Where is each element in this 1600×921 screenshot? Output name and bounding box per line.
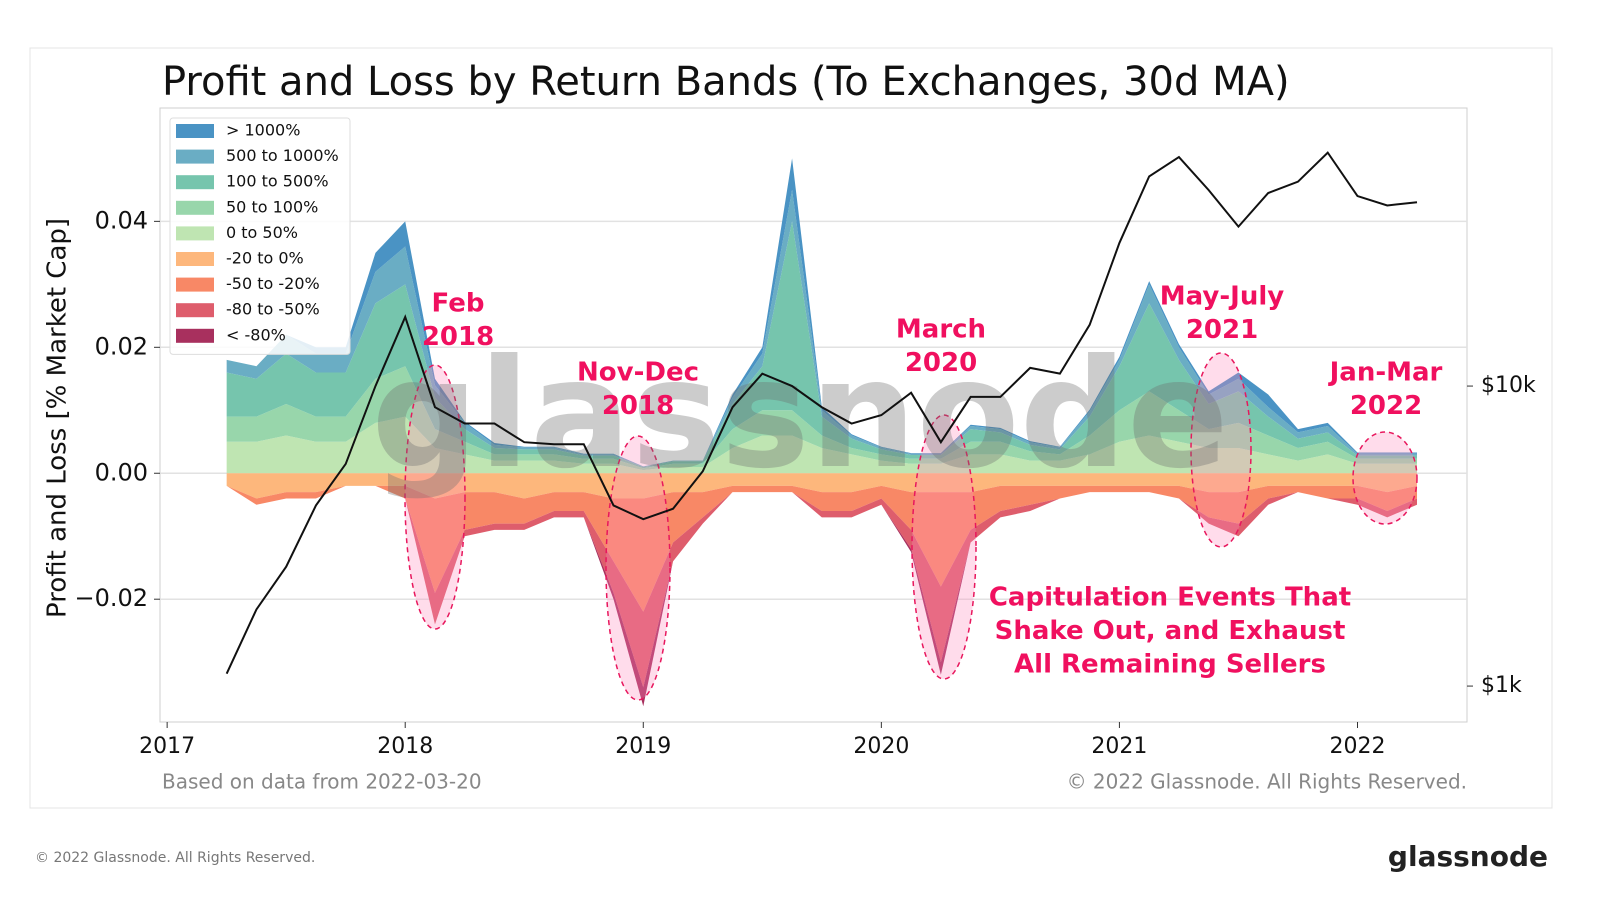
legend-label: -50 to -20%: [226, 274, 320, 293]
legend-swatch: [176, 303, 214, 318]
x-tick-label: 2020: [853, 734, 909, 759]
annotation: 2020: [905, 348, 977, 378]
chart-copyright: © 2022 Glassnode. All Rights Reserved.: [1067, 770, 1467, 794]
annotation: May-July: [1160, 282, 1284, 312]
y-tick-label: 0.04: [95, 206, 148, 234]
footer-logo: glassnode: [1388, 840, 1548, 873]
band-area: [226, 366, 1418, 471]
band-area: [226, 189, 1418, 467]
legend-swatch: [176, 175, 214, 190]
legend-label: -20 to 0%: [226, 249, 304, 268]
legend-label: 50 to 100%: [226, 197, 318, 216]
watermark: glassnode: [371, 328, 1229, 502]
highlight-ellipse: [911, 414, 977, 680]
x-tick-label: 2018: [377, 734, 433, 759]
annotation: Shake Out, and Exhaust: [995, 616, 1346, 646]
price-line: [225, 151, 1418, 675]
annotation: 2022: [1350, 391, 1422, 421]
highlight-ellipse: [1190, 352, 1252, 548]
legend-label: > 1000%: [226, 121, 300, 140]
highlight-ellipse: [1352, 431, 1418, 525]
legend-swatch: [176, 149, 214, 164]
annotation: Feb: [432, 289, 485, 319]
annotation: 2018: [422, 322, 494, 352]
legend-swatch: [176, 252, 214, 266]
y-tick-label: 0.00: [95, 458, 148, 486]
highlight-ellipse: [605, 435, 671, 701]
legend-label: 500 to 1000%: [226, 146, 339, 165]
legend-swatch: [176, 124, 214, 138]
legend-label: 100 to 500%: [226, 172, 329, 191]
legend-swatch: [176, 328, 214, 343]
chart-title: Profit and Loss by Return Bands (To Exch…: [162, 59, 1290, 105]
y-tick-label: 0.02: [95, 332, 148, 360]
x-tick-label: 2017: [139, 734, 195, 759]
annotation: Jan-Mar: [1328, 358, 1443, 388]
highlight-ellipse: [404, 364, 466, 630]
overlay: > 1000% 500 to 1000% 100 to 500% 50 to 100%…: [169, 117, 1443, 680]
legend-label: -80 to -50%: [226, 300, 320, 319]
annotation: 2021: [1186, 315, 1258, 345]
y2-tick-label: $1k: [1481, 673, 1522, 698]
legend-swatch: [176, 200, 214, 215]
x-tick-label: 2021: [1091, 734, 1147, 759]
band-area: [226, 416, 1418, 474]
annotation: 2018: [602, 391, 674, 421]
source-note: Based on data from 2022-03-20: [162, 770, 482, 794]
band-area: [226, 485, 1418, 612]
band-area: [226, 221, 1418, 469]
legend-box: [169, 117, 351, 355]
band-area: [226, 473, 1418, 499]
annotation: March: [896, 315, 986, 345]
legend-swatch: [176, 277, 214, 292]
footer-copyright: © 2022 Glassnode. All Rights Reserved.: [35, 850, 315, 866]
annotation: All Remaining Sellers: [1014, 650, 1326, 680]
legend-label: 0 to 50%: [226, 223, 298, 242]
areas: [226, 158, 1418, 707]
legend-swatch: [176, 226, 214, 241]
annotation: Capitulation Events That: [989, 583, 1351, 613]
highlights: [404, 352, 1418, 701]
x-tick-label: 2022: [1329, 734, 1385, 759]
annotation: Nov-Dec: [577, 358, 699, 388]
x-tick-label: 2019: [615, 734, 671, 759]
y-tick-label: −0.02: [74, 584, 148, 612]
y-axis-label: Profit and Loss [% Market Cap]: [43, 218, 73, 618]
y2-tick-label: $10k: [1481, 373, 1536, 398]
legend-label: < -80%: [226, 325, 286, 344]
